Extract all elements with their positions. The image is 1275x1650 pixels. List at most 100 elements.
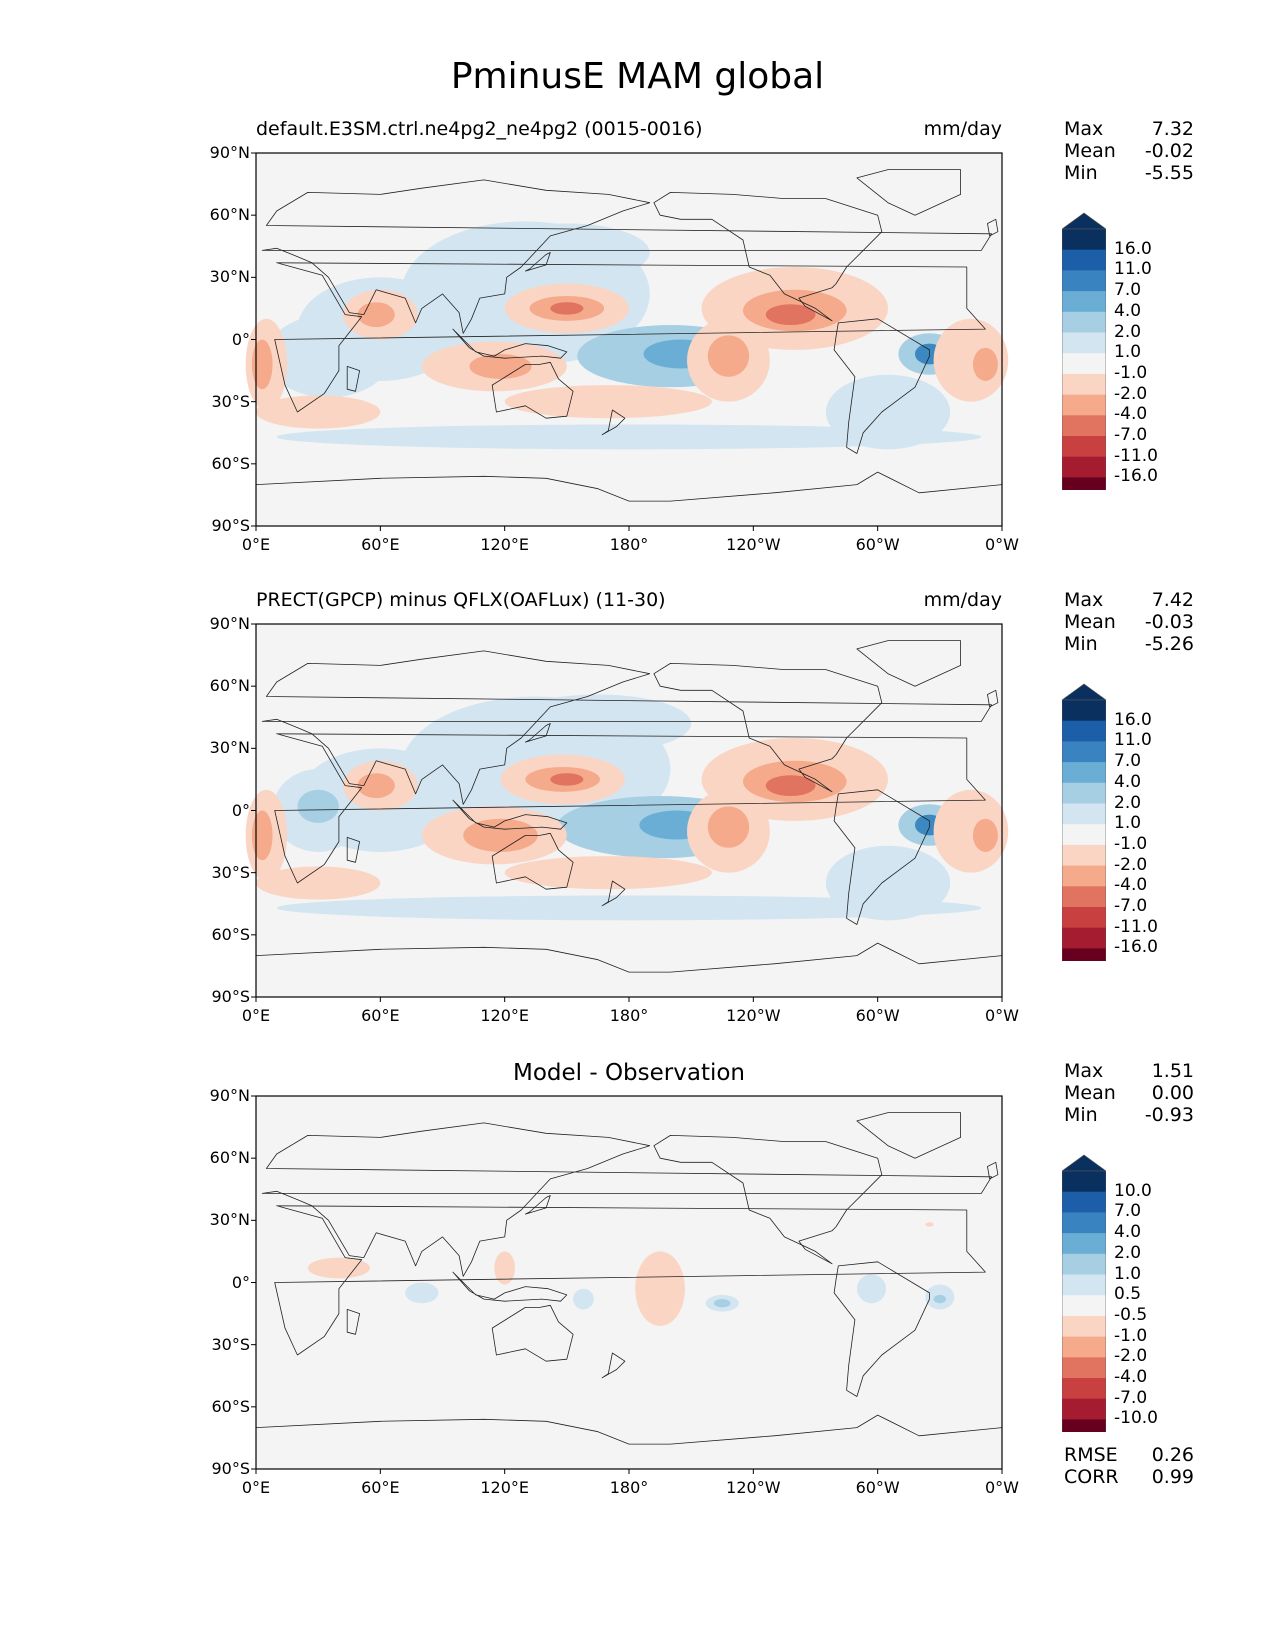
lon-tick-label: 0°W (985, 1006, 1019, 1025)
land-north-america (653, 663, 883, 793)
lon-tick-label: 60°W (855, 1006, 900, 1025)
lat-tick-label: 90°S (211, 987, 250, 1006)
colorbar-tick-label: 16.0 (1114, 709, 1152, 730)
colorbar-segment (1062, 1295, 1106, 1317)
land-africa (274, 1205, 986, 1356)
colorbar-tick-label: 1.0 (1114, 813, 1142, 834)
land-new-zealand (601, 1352, 626, 1379)
contour-region (504, 694, 692, 753)
lat-tick-label: 0° (231, 800, 250, 820)
panel-observation: PRECT(GPCP) minus QFLX(OAFLux) (11-30) m… (0, 589, 1275, 1049)
colorbar-tick-label: 11.0 (1114, 730, 1152, 751)
contour-region (469, 354, 532, 379)
land-uk (987, 218, 999, 237)
stat-min: Min -5.26 (1064, 633, 1194, 655)
colorbar-tick-label: -1.0 (1114, 833, 1148, 854)
colorbar-segment (1062, 477, 1106, 490)
lat-tick-label: 60°N (209, 1148, 250, 1168)
colorbar-tick-label: 10.0 (1114, 1180, 1152, 1201)
land-japan (525, 1195, 551, 1215)
stat-mean: Mean -0.03 (1064, 611, 1194, 633)
lon-tick-label: 0°E (241, 1006, 271, 1025)
land-south-america (833, 318, 930, 454)
colorbar-tick-label: -4.0 (1114, 875, 1148, 896)
colorbar-tick-label: 4.0 (1114, 771, 1142, 792)
contour-region (251, 339, 273, 390)
map-area (245, 623, 1009, 1002)
colorbar-segment (1062, 229, 1106, 251)
land-africa (274, 262, 986, 413)
contour-region (405, 1282, 439, 1304)
land-africa (274, 733, 986, 884)
land-north-america (653, 192, 883, 322)
lat-tick-label: 0° (231, 1272, 250, 1292)
colorbar-segment (1062, 803, 1106, 825)
contour-region (765, 775, 816, 796)
lat-tick-label: 90°S (211, 516, 250, 535)
colorbar-segment (1062, 249, 1106, 271)
colorbar-segment (1062, 1191, 1106, 1213)
contour-region (463, 818, 538, 852)
stats-box: Max 7.42 Mean -0.03 Min -5.26 (1064, 589, 1194, 655)
contour-region (825, 374, 951, 450)
colorbar-extend-top (1062, 683, 1106, 701)
colorbar-segment (1062, 741, 1106, 763)
colorbar-extend-top (1062, 212, 1106, 230)
colorbar-segment (1062, 948, 1106, 961)
lat-tick-label: 90°S (211, 1459, 250, 1478)
contour-region (307, 1257, 370, 1279)
lon-tick-label: 180° (609, 535, 649, 554)
colorbar-tick-label: -7.0 (1114, 896, 1148, 916)
land-madagascar (346, 1309, 360, 1335)
land-south-america (833, 1261, 930, 1397)
contour-region (504, 385, 712, 419)
colorbar-segment (1062, 844, 1106, 867)
stat-max: Max 7.42 (1064, 589, 1194, 611)
lon-tick-label: 120°W (726, 1006, 781, 1025)
lat-tick-label: 60°S (211, 453, 250, 473)
land-madagascar (346, 837, 360, 863)
lat-tick-label: 30°S (211, 391, 250, 411)
colorbar-segment (1062, 332, 1106, 354)
colorbar-segment (1062, 1336, 1106, 1358)
colorbar-segment (1062, 865, 1106, 887)
colorbar-tick-label: 4.0 (1114, 300, 1142, 321)
stat-corr: CORR 0.99 (1064, 1466, 1194, 1488)
land-madagascar (346, 366, 360, 392)
colorbar-tick-label: -11.0 (1114, 445, 1158, 466)
contour-region (825, 845, 951, 921)
lat-tick-label: 0° (231, 329, 250, 349)
colorbar-segment (1062, 1378, 1106, 1400)
land-indonesia (452, 799, 568, 830)
land-japan (525, 252, 551, 272)
colorbar-tick-label: 4.0 (1114, 1222, 1142, 1243)
colorbar-tick-label: -11.0 (1114, 916, 1158, 937)
colorbar-extend-top (1062, 1154, 1106, 1172)
contour-region (707, 335, 750, 377)
land-greenland (856, 640, 961, 687)
land-greenland (856, 169, 961, 216)
lon-tick-label: 180° (609, 1006, 649, 1025)
lat-tick-label: 60°S (211, 1396, 250, 1416)
colorbar-tick-label: 7.0 (1114, 1201, 1142, 1222)
contour-region (550, 302, 584, 315)
stat-min: Min -5.55 (1064, 162, 1194, 184)
contour-region (504, 856, 712, 890)
lat-tick-label: 30°N (209, 267, 250, 287)
colorbar-tick-label: -16.0 (1114, 466, 1158, 487)
land-australia (491, 832, 574, 890)
map-plot (245, 152, 1009, 531)
contour-region (483, 223, 650, 282)
colorbar-tick-label: 11.0 (1114, 259, 1152, 280)
colorbar-segment (1062, 1212, 1106, 1234)
stat-min: Min -0.93 (1064, 1104, 1194, 1126)
colorbar-segment (1062, 1233, 1106, 1255)
contour-region (297, 789, 339, 823)
colorbar-segment (1062, 1398, 1106, 1420)
colorbar-segment (1062, 1357, 1106, 1379)
lon-tick-label: 120°E (480, 535, 529, 554)
contour-region (933, 318, 1009, 402)
error-stats-box: RMSE 0.26 CORR 0.99 (1064, 1444, 1194, 1488)
lon-tick-label: 60°W (855, 1478, 900, 1497)
map-plot (251, 1095, 1003, 1474)
